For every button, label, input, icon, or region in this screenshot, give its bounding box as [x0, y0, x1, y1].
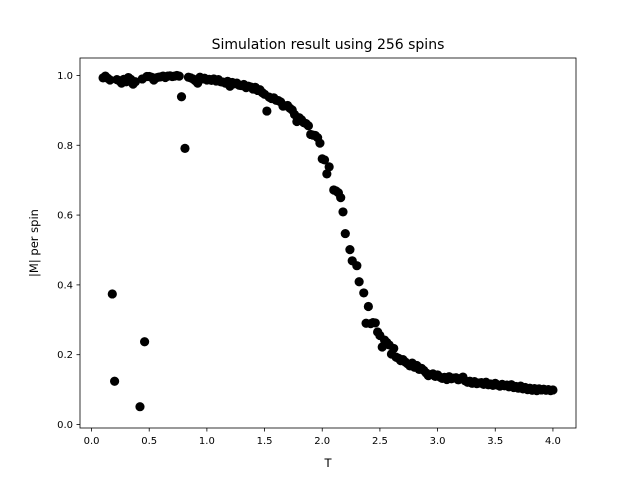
- data-point: [130, 77, 140, 87]
- data-point: [324, 162, 334, 172]
- y-tick-label: 1.0: [57, 71, 73, 82]
- y-tick-label: 0.0: [57, 420, 73, 431]
- data-point: [389, 343, 399, 354]
- data-point: [345, 245, 355, 255]
- data-point: [336, 193, 346, 203]
- scatter-points: [98, 70, 558, 412]
- y-tick-label: 0.2: [57, 350, 73, 361]
- x-tick-label: 1.0: [199, 436, 215, 447]
- x-tick-label: 2.0: [314, 436, 330, 447]
- plot-area: 0.0 0.5 1.0 1.5 2.0 2.5 3.0 3.5 4.0 0.0 0.2 0.4 0.6…: [57, 57, 577, 447]
- y-tick-label: 0.6: [57, 211, 73, 222]
- x-tick-label: 4.0: [545, 436, 561, 447]
- data-point: [370, 318, 380, 328]
- x-tick-label: 3.5: [487, 436, 503, 447]
- data-point: [359, 288, 369, 298]
- data-point: [319, 155, 330, 165]
- axes-frame: [79, 57, 577, 429]
- data-point: [338, 207, 348, 217]
- x-axis-ticks: 0.0 0.5 1.0 1.5 2.0 2.5 3.0 3.5 4.0: [84, 428, 561, 447]
- x-tick-label: 3.0: [430, 436, 446, 447]
- data-point: [140, 337, 150, 347]
- data-point: [135, 402, 145, 412]
- data-point: [303, 121, 313, 131]
- data-point: [105, 75, 115, 85]
- data-point: [315, 138, 325, 148]
- y-axis-ticks: 0.0 0.2 0.4 0.6 0.8 1.0: [57, 71, 80, 431]
- data-point: [322, 169, 332, 179]
- x-axis-label: T: [323, 456, 332, 470]
- data-point: [176, 92, 187, 102]
- data-point: [548, 385, 558, 395]
- x-tick-label: 0.0: [84, 436, 100, 447]
- data-point: [107, 289, 117, 299]
- x-tick-label: 2.5: [372, 436, 388, 447]
- data-point: [352, 261, 362, 271]
- data-point: [354, 277, 364, 287]
- data-point: [340, 228, 350, 239]
- x-tick-label: 0.5: [141, 436, 157, 447]
- data-point: [174, 71, 184, 81]
- data-point: [180, 143, 190, 154]
- data-point: [110, 376, 120, 386]
- x-tick-label: 1.5: [257, 436, 273, 447]
- data-point: [262, 106, 272, 116]
- y-tick-label: 0.8: [57, 141, 73, 152]
- chart-title: Simulation result using 256 spins: [212, 37, 445, 53]
- data-point: [363, 301, 373, 312]
- y-tick-label: 0.4: [57, 280, 73, 291]
- y-axis-label: |M| per spin: [27, 209, 41, 277]
